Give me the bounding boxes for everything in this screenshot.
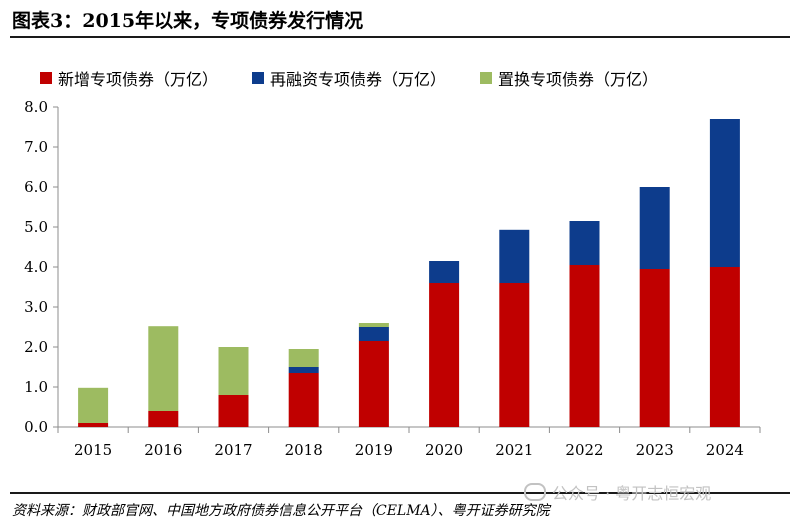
x-tick-label: 2015	[74, 441, 112, 459]
legend-swatch-refinancing	[252, 72, 265, 84]
bar-segment-new	[358, 341, 389, 427]
y-tick-label: 7.0	[24, 138, 48, 156]
x-tick-label: 2017	[214, 441, 252, 459]
legend-item-new: 新增专项债券（万亿）	[40, 66, 218, 90]
y-tick-label: 3.0	[24, 298, 48, 316]
legend-item-replacement: 置换专项债券（万亿）	[480, 66, 658, 90]
bar-segment-refinancing	[569, 221, 600, 265]
legend-item-refinancing: 再融资专项债券（万亿）	[252, 66, 446, 90]
y-tick-label: 8.0	[24, 98, 48, 116]
y-tick-label: 6.0	[24, 178, 48, 196]
wechat-icon	[524, 483, 546, 501]
bar-segment-new	[709, 267, 740, 427]
bar-segment-new	[429, 283, 460, 427]
bar-segment-new	[148, 411, 179, 427]
bar-segment-replacement	[218, 347, 249, 395]
x-tick-label: 2016	[144, 441, 182, 459]
x-tick-label: 2018	[285, 441, 323, 459]
bar-segment-new	[288, 373, 319, 427]
legend-swatch-new	[40, 72, 52, 84]
y-tick-label: 4.0	[24, 258, 48, 276]
y-tick-label: 5.0	[24, 218, 48, 236]
title-divider	[10, 36, 790, 38]
chart-legend: 新增专项债券（万亿） 再融资专项债券（万亿） 置换专项债券（万亿）	[40, 66, 692, 90]
x-tick-label: 2024	[706, 441, 744, 459]
x-tick-label: 2020	[425, 441, 463, 459]
chart-title: 图表3：2015年以来，专项债券发行情况	[12, 10, 364, 32]
y-tick-label: 1.0	[24, 378, 48, 396]
bar-segment-refinancing	[288, 367, 319, 373]
bar-segment-new	[78, 423, 109, 427]
watermark: 公众号 · 粤开志恒宏观	[524, 480, 711, 504]
bar-segment-replacement	[288, 349, 319, 367]
bar-segment-new	[499, 283, 530, 427]
legend-swatch-replacement	[480, 72, 493, 84]
bar-segment-replacement	[148, 326, 179, 411]
legend-label-replacement: 置换专项债券（万亿）	[498, 70, 659, 89]
source-note: 资料来源：财政部官网、中国地方政府债券信息公开平台（CELMA）、粤开证券研究院	[12, 503, 550, 519]
bar-segment-new	[639, 269, 670, 427]
bar-segment-replacement	[78, 387, 109, 423]
bar-segment-refinancing	[499, 229, 530, 283]
bar-segment-new	[218, 395, 249, 427]
x-tick-label: 2022	[565, 441, 603, 459]
legend-label-new: 新增专项债券（万亿）	[58, 70, 219, 89]
y-tick-label: 2.0	[24, 338, 48, 356]
y-tick-label: 0.0	[24, 418, 48, 436]
bar-segment-new	[569, 265, 600, 427]
x-tick-label: 2021	[495, 441, 533, 459]
bar-segment-refinancing	[429, 261, 460, 283]
bar-segment-replacement	[358, 323, 389, 327]
bar-segment-refinancing	[639, 187, 670, 269]
bar-segment-refinancing	[358, 327, 389, 341]
watermark-text: 公众号 · 粤开志恒宏观	[552, 484, 712, 503]
bar-segment-refinancing	[709, 119, 740, 267]
footer-divider	[10, 492, 790, 494]
x-tick-label: 2023	[636, 441, 674, 459]
x-tick-label: 2019	[355, 441, 393, 459]
legend-label-refinancing: 再融资专项债券（万亿）	[270, 70, 447, 89]
